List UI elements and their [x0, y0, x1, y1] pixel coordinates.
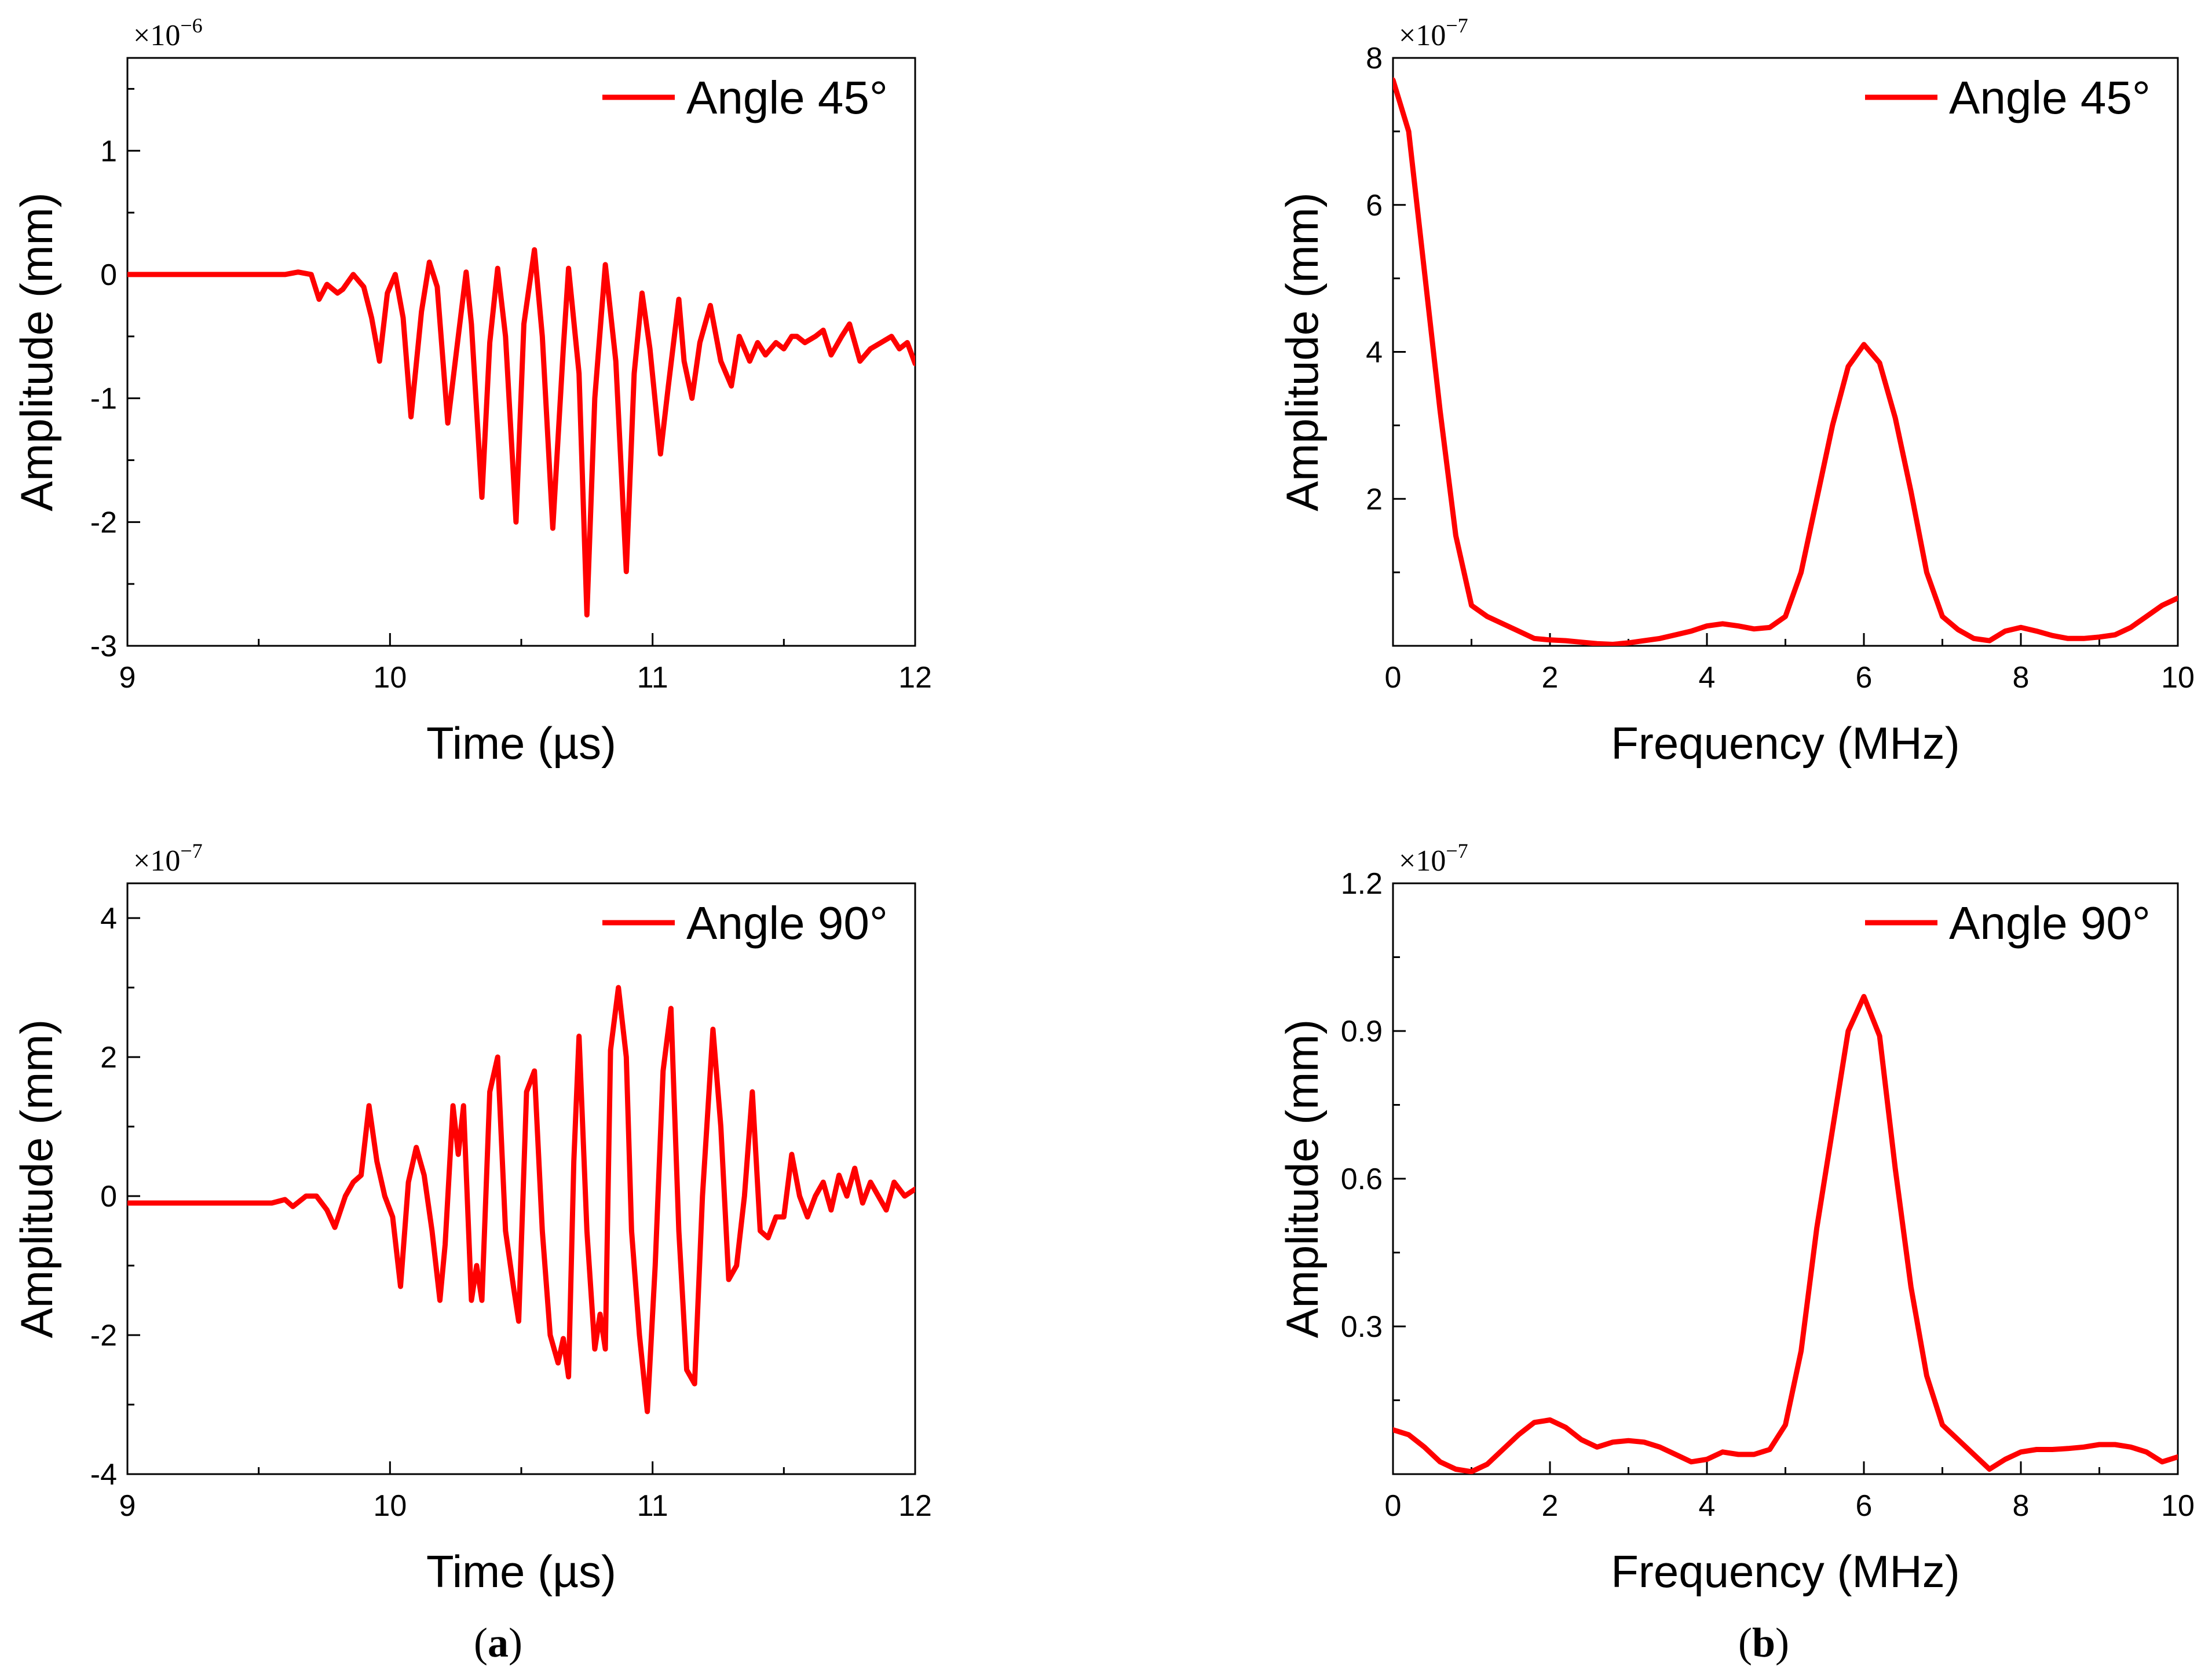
y-tick-label: 4 [100, 902, 117, 935]
legend-label: Angle 45° [1949, 72, 2151, 123]
y-tick-label: 0 [100, 1180, 117, 1213]
axis-multiplier: ×10−6 [133, 14, 203, 52]
axis-multiplier: ×10−7 [1399, 839, 1468, 878]
x-tick-label: 10 [2161, 1489, 2195, 1523]
x-tick-label: 4 [1699, 1489, 1716, 1523]
x-tick-label: 10 [2161, 661, 2195, 694]
y-tick-label: 2 [1366, 482, 1383, 516]
y-tick-label: -2 [90, 506, 117, 539]
x-tick-label: 0 [1385, 661, 1402, 694]
y-tick-label: -4 [90, 1458, 117, 1491]
y-axis-label: Amplitude (mm) [11, 1019, 62, 1338]
chart-spectrum-45: 0 2 4 6 8 10 2 4 6 8 Frequency (MHz) Amplitude (mm)… [1277, 14, 2195, 769]
y-tick-label: 0.6 [1341, 1162, 1383, 1196]
x-tick-label: 6 [1856, 661, 1873, 694]
axis-multiplier: ×10−7 [1399, 14, 1468, 52]
y-tick-label: -3 [90, 630, 117, 663]
y-tick-label: 1 [100, 134, 117, 168]
series-line [1393, 77, 2178, 646]
x-tick-label: 0 [1385, 1489, 1402, 1523]
x-tick-label: 8 [2013, 1489, 2030, 1523]
y-tick-label: -1 [90, 382, 117, 416]
x-tick-label: 11 [637, 1489, 668, 1523]
x-axis-label: Time (µs) [426, 718, 616, 769]
axes-frame [1392, 57, 2179, 647]
panel-label-a: (a) [474, 1619, 522, 1666]
y-tick-label: 0.3 [1341, 1310, 1383, 1344]
y-axis-label: Amplitude (mm) [1277, 192, 1328, 511]
series-line [1393, 994, 2178, 1474]
legend-label: Angle 45° [686, 72, 888, 123]
series-line [127, 247, 915, 618]
y-tick-label: 2 [100, 1041, 117, 1074]
y-tick-label: 0 [100, 258, 117, 292]
y-tick-label: 6 [1366, 189, 1383, 222]
x-tick-label: 10 [373, 1489, 407, 1523]
y-tick-label: 8 [1366, 42, 1383, 75]
x-tick-label: 4 [1699, 661, 1716, 694]
x-tick-label: 10 [373, 661, 407, 694]
x-tick-label: 8 [2013, 661, 2030, 694]
legend-label: Angle 90° [1949, 897, 2151, 949]
x-tick-label: 11 [637, 661, 668, 694]
chart-spectrum-90: 0 2 4 6 8 10 0.3 0.6 0.9 1.2 Frequency (MHz) Amplit… [1277, 839, 2195, 1597]
axes-frame [1392, 882, 2179, 1475]
x-tick-label: 9 [119, 1489, 136, 1523]
x-tick-label: 12 [898, 661, 932, 694]
x-tick-label: 12 [898, 1489, 932, 1523]
axis-multiplier: ×10−7 [133, 839, 203, 878]
x-axis-label: Frequency (MHz) [1611, 718, 1959, 769]
y-tick-label: 4 [1366, 336, 1383, 370]
y-tick-label: 1.2 [1341, 867, 1383, 901]
x-tick-label: 2 [1542, 1489, 1559, 1523]
legend-label: Angle 90° [686, 897, 888, 949]
y-tick-label: 0.9 [1341, 1015, 1383, 1048]
y-axis-label: Amplitude (mm) [11, 192, 62, 511]
x-tick-label: 2 [1542, 661, 1559, 694]
y-tick-label: -2 [90, 1319, 117, 1352]
x-axis-label: Time (µs) [426, 1546, 616, 1597]
panel-label-b: (b) [1738, 1619, 1789, 1666]
y-axis-label: Amplitude (mm) [1277, 1019, 1328, 1338]
x-tick-label: 6 [1856, 1489, 1873, 1523]
chart-time-45: 9 10 11 12 -3 -2 -1 0 1 Time (µs) Amplitude (mm) ×1… [11, 14, 932, 769]
chart-time-90: 9 10 11 12 -4 -2 0 2 4 Time (µs) Amplitude (mm) ×10… [11, 839, 932, 1597]
series-line [127, 985, 915, 1414]
x-axis-label: Frequency (MHz) [1611, 1546, 1959, 1597]
x-tick-label: 9 [119, 661, 136, 694]
